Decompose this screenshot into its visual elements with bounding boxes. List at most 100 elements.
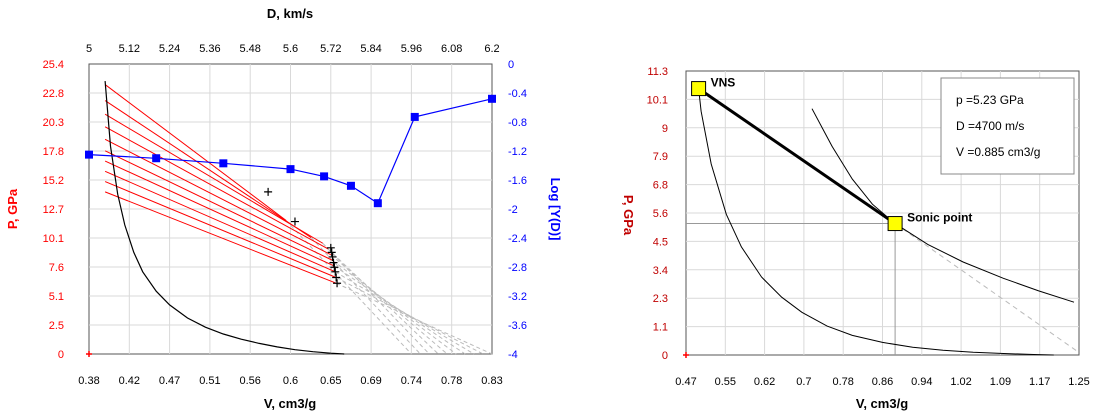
left-right-y-tick-label: -0.4 — [508, 88, 527, 100]
right-x-tick-label: 1.17 — [1029, 376, 1050, 388]
right-x-tick-label: 0.62 — [754, 376, 775, 388]
left-plus-marker — [331, 267, 340, 276]
sonic-point-label: Sonic point — [907, 211, 972, 225]
right-x-tick-labels: 0.47 0.55 0.62 0.7 0.78 0.86 0.94 1.02 1.09 1.17 1… — [675, 376, 1089, 388]
right-y-tick-label: 1.1 — [653, 322, 668, 334]
sonic-point-marker — [887, 216, 903, 232]
left-y-tick-label: 12.7 — [43, 204, 64, 216]
left-x-tick-label: 0.83 — [481, 375, 502, 387]
left-plus-marker — [327, 248, 336, 257]
right-y-tick-labels: 0 1.1 2.3 3.4 4.5 5.6 6.8 7.9 9 10.1 11.3 — [647, 66, 668, 362]
left-top-x-tick-label: 5.36 — [199, 43, 220, 55]
left-y-tick-label: 2.5 — [49, 320, 64, 332]
left-x-tick-label: 0.69 — [360, 375, 381, 387]
right-y-tick-label: 9 — [662, 123, 668, 135]
left-y-tick-label: 15.2 — [43, 175, 64, 187]
volume-readout: V =0.885 cm3/g — [956, 145, 1040, 159]
right-y-tick-label: 4.5 — [653, 236, 668, 248]
left-right-y-tick-label: -2.8 — [508, 262, 527, 274]
left-gridlines — [89, 64, 492, 354]
left-y-tick-label: 20.3 — [43, 117, 64, 129]
right-y-tick-label: 11.3 — [647, 66, 668, 78]
left-y-tick-label: 25.4 — [43, 59, 64, 71]
left-x-tick-label: 0.47 — [159, 375, 180, 387]
right-series: VNS Sonic point — [683, 76, 1080, 358]
left-y-tick-label: 17.8 — [43, 146, 64, 158]
left-blue-square-marker — [346, 181, 355, 190]
left-plus-marker — [290, 217, 299, 226]
left-plus-marker — [326, 243, 335, 252]
right-isentrope-curve — [698, 88, 1054, 356]
left-right-y-tick-label: -3.6 — [508, 320, 527, 332]
vns-point-marker — [691, 81, 707, 97]
left-y-tick-label: 22.8 — [43, 88, 64, 100]
left-right-y-tick-label: -0.8 — [508, 117, 527, 129]
left-top-x-tick-label: 5 — [86, 43, 92, 55]
left-top-x-tick-label: 5.84 — [360, 43, 381, 55]
right-y-tick-label: 7.9 — [653, 151, 668, 163]
left-red-ray-line — [104, 181, 337, 278]
left-blue-square-marker — [286, 165, 295, 174]
right-x-tick-label: 0.7 — [796, 376, 811, 388]
left-x-tick-label: 0.78 — [441, 375, 462, 387]
right-x-tick-label: 0.94 — [911, 376, 932, 388]
right-x-tick-label: 0.78 — [832, 376, 853, 388]
left-blue-square-marker — [373, 199, 382, 208]
left-red-ray-line — [104, 138, 332, 256]
left-right-y-tick-label: -4 — [508, 349, 518, 361]
left-dashed-ray-extension — [327, 248, 439, 355]
left-top-x-tick-label: 5.72 — [320, 43, 341, 55]
left-x-tick-label: 0.38 — [78, 375, 99, 387]
left-red-ray-line — [104, 150, 333, 261]
left-plus-marker — [329, 258, 338, 267]
right-y-tick-label: 10.1 — [647, 94, 668, 106]
right-x-tick-label: 1.25 — [1068, 376, 1089, 388]
left-blue-square-marker — [410, 112, 419, 121]
left-top-x-tick-label: 6.08 — [441, 43, 462, 55]
left-x-tick-label: 0.42 — [119, 375, 140, 387]
right-info-box — [940, 77, 1075, 175]
right-dashed-extension — [894, 223, 1080, 353]
left-dashed-ray-extension — [332, 259, 457, 355]
left-right-y-tick-label: -2 — [508, 204, 518, 216]
left-blue-square-marker — [152, 154, 161, 163]
left-top-x-tick-label: 5.6 — [283, 43, 298, 55]
left-plus-marker — [264, 187, 273, 196]
right-x-tick-label: 0.47 — [675, 376, 696, 388]
left-y-tick-label: 7.6 — [49, 262, 64, 274]
right-x-axis-title: V, cm3/g — [856, 396, 908, 411]
left-top-x-axis-title: D, km/s — [267, 6, 313, 21]
rayleigh-line — [697, 87, 896, 225]
left-blue-square-marker — [85, 150, 93, 159]
left-red-ray-line — [104, 126, 329, 250]
right-y-tick-label: 6.8 — [653, 180, 668, 192]
left-dashed-ray-extension — [310, 237, 421, 355]
left-right-y-axis-title: Log [Y(D)] — [548, 178, 563, 241]
left-top-x-tick-label: 5.24 — [159, 43, 180, 55]
left-right-y-tick-label: -3.2 — [508, 291, 527, 303]
left-top-x-tick-label: 6.2 — [484, 43, 499, 55]
left-right-y-tick-label: -2.4 — [508, 233, 527, 245]
left-isentrope-curve — [104, 81, 345, 355]
left-y-tick-label: 10.1 — [43, 233, 64, 245]
right-y-axis-title: P, GPa — [621, 195, 636, 236]
left-red-ray-line — [104, 170, 336, 273]
left-x-tick-label: 0.65 — [320, 375, 341, 387]
left-right-y-tick-label: -1.6 — [508, 175, 527, 187]
left-y-tick-label: 5.1 — [49, 291, 64, 303]
left-y-tick-label: 0 — [58, 349, 64, 361]
left-x-tick-label: 0.6 — [283, 375, 298, 387]
left-top-x-tick-label: 5.48 — [239, 43, 260, 55]
left-blue-square-marker — [320, 172, 329, 181]
left-right-y-tick-labels: 0 -0.4 -0.8 -1.2 -1.6 -2 -2.4 -2.8 -3.2 -3.6 -4 — [508, 59, 527, 361]
left-x-tick-label: 0.74 — [401, 375, 422, 387]
left-plus-marker — [328, 252, 337, 261]
right-hugoniot-curve — [811, 108, 1075, 303]
left-x-tick-labels: 0.38 0.42 0.47 0.51 0.56 0.6 0.65 0.69 0.74 0.78 0… — [78, 375, 502, 387]
right-origin-marker — [683, 352, 689, 358]
left-top-x-tick-label: 5.12 — [119, 43, 140, 55]
left-y-tick-labels: 0 2.5 5.1 7.6 10.1 12.7 15.2 17.8 20.3 22.8 25.4 — [43, 59, 64, 361]
left-dashed-ray-extension — [334, 265, 466, 355]
left-red-ray-line — [104, 84, 287, 221]
